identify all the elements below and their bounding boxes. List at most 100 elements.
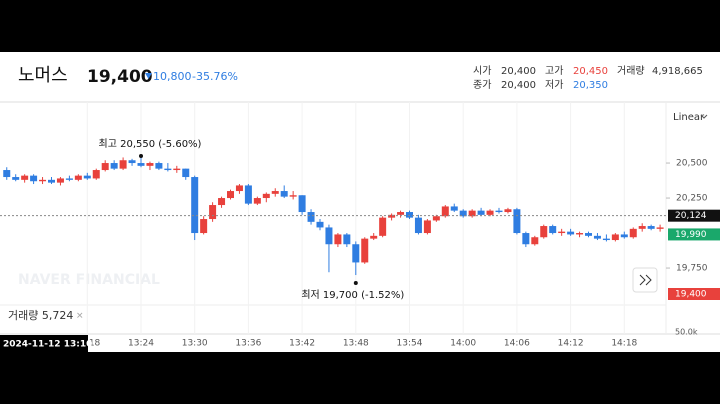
volume-title: 거래량 5,724 [8,309,73,322]
watermark: NAVER FINANCIAL [18,272,160,288]
candle-body [191,177,199,234]
x-tick-label: 14:06 [504,339,530,349]
candle-body [39,179,47,182]
candle-body [83,175,91,179]
candle-body [235,185,243,192]
price: 19,400 [87,67,153,87]
candle-body [325,227,333,245]
candle-body [459,210,467,217]
candle-body [576,233,584,235]
candle-body [468,210,476,217]
candle-body [21,175,29,180]
change: 10,800 [153,70,192,83]
candle-body [388,214,396,218]
candle-body [432,216,440,221]
candle-body [352,244,360,263]
candle-body [65,178,73,180]
x-tick-label: 14:18 [611,339,637,349]
candle-body [638,226,646,229]
candle-body [209,205,217,220]
down-arrow [145,73,152,79]
stock-name: 노머스 [18,65,68,86]
annotation: 최저 19,700 (-1.52%) [301,289,404,301]
scale-mode[interactable]: Linear [673,112,705,123]
candle-body [620,234,628,238]
panel [0,52,720,352]
candle-body [173,168,181,171]
candle-body [280,191,288,197]
chevron [639,274,646,286]
stat-value: 20,400 [501,66,536,77]
candle-body [262,193,270,199]
stat-label: 시가 [473,65,491,77]
candle-body [298,195,306,213]
x-tick-label: 14:12 [558,339,584,349]
x-tick-label: 13:36 [235,339,261,349]
candle-body [522,233,530,245]
candle-body [361,238,369,263]
price-tag [668,209,720,222]
candle-body [397,212,405,215]
candle-body [656,227,664,229]
dropdown-icon [700,114,708,119]
candle-body [343,234,351,245]
candle-body [549,226,557,234]
y-tick-label: 19,750 [676,264,708,274]
candle-body [441,206,449,217]
price-tag [668,228,720,241]
candle-body [486,210,494,215]
candle-body [3,170,11,178]
candle-body [307,212,315,222]
stat-value: 20,350 [573,80,608,91]
candle-body [110,163,118,169]
candle-body [504,209,512,213]
candle-body [182,168,190,178]
stat-value: 20,400 [501,80,536,91]
extreme-dot [353,281,358,286]
stat-label: 저가 [545,79,563,91]
candle-body [585,233,592,236]
x-tick-label: 13:48 [343,339,369,349]
candle-body [155,163,163,169]
date-overlay-bg [0,335,88,352]
candle-body [200,219,208,234]
candle-body [629,228,637,238]
candle-body [477,210,485,215]
candle-body [406,212,413,218]
annotation: 최고 20,550 (-5.60%) [99,138,202,150]
candle-body [450,206,458,211]
price-tag-label: 19,400 [675,290,707,300]
date-overlay: 2024-11-12 13:10 [3,340,92,350]
x-tick-label: 14:00 [450,339,476,349]
candle-body [253,198,261,204]
candle-body [92,170,100,179]
candle-body [244,185,252,204]
y-tick-label: 20,250 [676,194,708,204]
close-icon[interactable]: ✕ [76,312,84,322]
price-tag [668,288,720,300]
stat-value: 20,450 [573,66,608,77]
candle-body [271,191,279,194]
candle-body [137,163,145,166]
candle-body [531,237,539,245]
x-tick-label: 13:42 [289,339,315,349]
candle-body [593,235,601,239]
candle-body [30,175,38,182]
candle-body [370,235,378,239]
price-tag-label: 20,124 [675,211,707,221]
candle-body [611,234,619,241]
candle-body [567,231,575,235]
stat-label: 거래량 [617,65,645,77]
chevron [645,274,652,286]
stat-value: 4,918,665 [652,66,703,77]
candle-body [602,238,610,241]
candle-body [513,209,521,234]
y-tick-label: 20,500 [676,159,708,169]
candle-body [128,160,136,164]
candle-body [379,217,387,236]
volume-axis-label: 50.0k [675,328,698,337]
candle-body [48,179,55,183]
stat-label: 고가 [545,65,563,77]
candle-body [146,163,154,166]
